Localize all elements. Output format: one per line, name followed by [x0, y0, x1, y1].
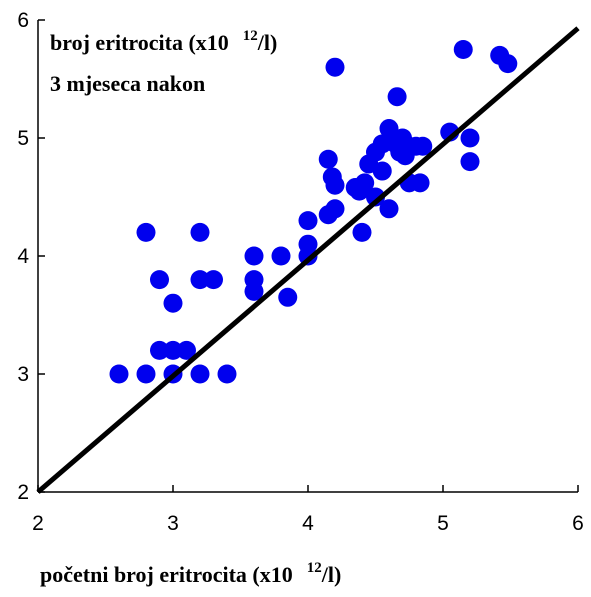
x-tick-label: 3	[167, 512, 179, 535]
data-point	[460, 152, 480, 172]
data-point	[498, 54, 518, 74]
x-tick-label: 5	[437, 512, 449, 535]
y-tick-label: 3	[17, 363, 29, 386]
data-point	[163, 293, 183, 313]
data-point	[387, 87, 407, 107]
data-point	[136, 222, 156, 242]
data-point	[271, 246, 291, 266]
data-point	[410, 173, 430, 193]
y-axis-label-line1: broj eritrocita (x10 12/l)	[50, 28, 278, 55]
y-tick-label: 2	[17, 481, 29, 504]
data-point	[244, 246, 264, 266]
x-axis-label: početni broj eritrocita (x10 12/l)	[40, 560, 342, 587]
data-points	[109, 40, 518, 384]
reference-line	[36, 26, 580, 494]
y-axis-label-line2: 3 mjeseca nakon	[50, 71, 206, 96]
data-point	[322, 167, 342, 187]
data-point	[190, 222, 210, 242]
reference-line-group	[36, 26, 580, 494]
data-point	[366, 187, 385, 207]
y-tick-label: 5	[17, 127, 29, 150]
data-point	[372, 134, 392, 154]
data-point	[163, 340, 183, 360]
data-point	[244, 270, 264, 290]
data-point	[372, 161, 392, 181]
data-point	[318, 149, 338, 169]
data-point	[217, 364, 237, 384]
data-point	[109, 364, 129, 384]
data-point	[190, 270, 210, 290]
x-tick-label: 6	[572, 512, 584, 535]
data-point	[460, 128, 480, 148]
data-point	[298, 211, 318, 231]
data-point	[453, 40, 473, 59]
data-point	[379, 119, 399, 139]
y-tick-label: 6	[17, 9, 29, 32]
data-point	[355, 173, 375, 193]
data-point	[136, 364, 156, 384]
y-tick-label: 4	[17, 245, 29, 268]
data-point	[298, 234, 318, 254]
data-point	[204, 270, 223, 290]
data-point	[352, 222, 372, 242]
axis-ticks: 2 3 4 5 6 2 3 4 5 6	[17, 9, 584, 535]
data-point	[177, 340, 196, 360]
data-point	[278, 287, 298, 307]
x-tick-label: 2	[32, 512, 44, 535]
data-point	[379, 199, 399, 219]
data-point	[325, 199, 345, 219]
x-tick-label: 4	[302, 512, 314, 535]
data-point	[150, 340, 169, 360]
data-point	[190, 364, 210, 384]
data-point	[413, 136, 433, 156]
data-point	[150, 270, 169, 290]
data-point	[325, 57, 345, 77]
